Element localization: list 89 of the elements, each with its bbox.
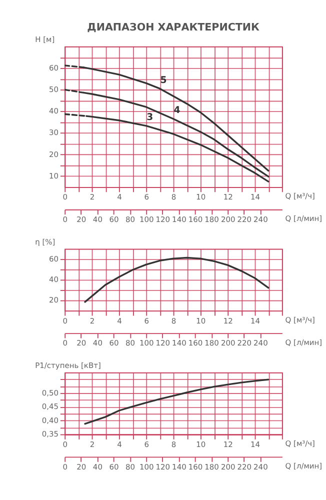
x-tick-label: 4 — [117, 440, 122, 449]
x2-tick-label: 40 — [92, 215, 103, 224]
y-tick-label: 40 — [49, 275, 59, 284]
x2-axis-title: Q [л/мин] — [285, 461, 322, 470]
x-tick-label: 2 — [90, 440, 95, 449]
y-tick-label: 0,50 — [42, 388, 59, 398]
x-tick-label: 0 — [62, 316, 68, 326]
x-tick-label: 10 — [196, 440, 206, 449]
x2-tick-label: 120 — [156, 215, 170, 224]
y-tick-label: 50 — [49, 85, 59, 94]
x2-tick-label: 140 — [172, 338, 187, 348]
y-tick-label: 10 — [49, 171, 59, 180]
x-tick-label: 12 — [223, 316, 234, 326]
chart-title: ДИАПАЗОН ХАРАКТЕРИСТИК — [87, 22, 260, 34]
x-tick-label: 0 — [62, 440, 68, 449]
x-axis-title: Q [м³/ч] — [285, 192, 316, 201]
x2-tick-label: 180 — [204, 462, 220, 472]
x-tick-label: 6 — [144, 440, 150, 449]
x-tick-label: 14 — [250, 440, 260, 449]
x-tick-label: 14 — [250, 192, 260, 202]
x2-tick-label: 60 — [109, 338, 119, 348]
y-tick-label: 60 — [49, 63, 59, 72]
y-axis-title: P1/ступень [кВт] — [35, 361, 101, 370]
y-axis-title: η [%] — [35, 238, 56, 247]
series-label: 3 — [146, 112, 154, 124]
x2-tick-label: 100 — [139, 215, 154, 224]
x2-tick-label: 100 — [139, 462, 154, 472]
y-tick-label: 20 — [49, 296, 59, 305]
line-series — [84, 256, 270, 303]
x2-tick-label: 160 — [188, 338, 203, 348]
x2-tick-label: 100 — [139, 338, 154, 348]
x2-tick-label: 220 — [237, 338, 252, 348]
x2-tick-label: 20 — [76, 215, 86, 224]
x2-tick-label: 60 — [109, 215, 119, 224]
x-tick-label: 8 — [171, 192, 176, 202]
y-tick-label: 60 — [49, 254, 59, 264]
y-axis-title: H [м] — [35, 35, 55, 44]
x2-tick-label: 60 — [109, 462, 119, 472]
x2-tick-label: 80 — [126, 215, 136, 224]
y-tick-label: 0,40 — [42, 416, 59, 425]
x-tick-label: 4 — [117, 192, 122, 202]
x2-tick-label: 0 — [62, 215, 68, 224]
x2-tick-label: 220 — [237, 215, 252, 224]
y-tick-label: 20 — [49, 150, 59, 159]
x-axis-title: Q [м³/ч] — [285, 315, 316, 324]
x-tick-label: 14 — [250, 316, 260, 326]
x2-tick-label: 200 — [220, 338, 236, 348]
x2-tick-label: 120 — [156, 462, 170, 472]
x2-tick-label: 40 — [92, 338, 103, 348]
x2-tick-label: 240 — [254, 215, 268, 224]
x2-tick-label: 140 — [172, 215, 187, 224]
x-tick-label: 12 — [223, 440, 234, 449]
x-tick-label: 2 — [90, 192, 95, 202]
x2-tick-label: 140 — [172, 462, 187, 472]
x-tick-label: 10 — [196, 316, 206, 326]
x2-axis-title: Q [л/мин] — [285, 338, 322, 347]
y-tick-label: 0,35 — [42, 430, 59, 439]
x-axis-title: Q [м³/ч] — [285, 438, 316, 448]
x-tick-label: 2 — [90, 316, 95, 326]
x2-tick-label: 120 — [156, 338, 170, 348]
y-tick-label: 30 — [49, 128, 59, 138]
x-tick-label: 8 — [171, 316, 176, 326]
x2-tick-label: 180 — [204, 215, 220, 224]
x2-tick-label: 160 — [188, 215, 203, 224]
x2-tick-label: 180 — [204, 338, 220, 348]
x2-tick-label: 80 — [126, 338, 136, 348]
x-tick-label: 10 — [196, 192, 206, 202]
x-tick-label: 6 — [144, 192, 150, 202]
x2-tick-label: 200 — [220, 215, 236, 224]
x-tick-label: 6 — [144, 316, 150, 326]
x2-tick-label: 200 — [220, 462, 236, 472]
x2-tick-label: 220 — [237, 462, 252, 472]
y-tick-label: 40 — [49, 106, 59, 116]
x-tick-label: 12 — [223, 192, 234, 202]
x2-tick-label: 80 — [126, 462, 136, 472]
x2-tick-label: 20 — [76, 462, 86, 472]
x2-tick-label: 0 — [62, 338, 68, 348]
x2-tick-label: 20 — [76, 338, 86, 348]
x-tick-label: 8 — [171, 440, 176, 449]
x2-tick-label: 0 — [62, 462, 68, 472]
x2-tick-label: 40 — [92, 462, 103, 472]
x2-tick-label: 240 — [254, 338, 268, 348]
y-tick-label: 0,45 — [42, 402, 59, 412]
line-series — [84, 378, 270, 425]
x-tick-label: 0 — [62, 192, 68, 202]
x2-tick-label: 160 — [188, 462, 203, 472]
x-tick-label: 4 — [117, 316, 122, 326]
x2-tick-label: 240 — [254, 462, 268, 472]
x2-axis-title: Q [л/мин] — [285, 214, 322, 224]
